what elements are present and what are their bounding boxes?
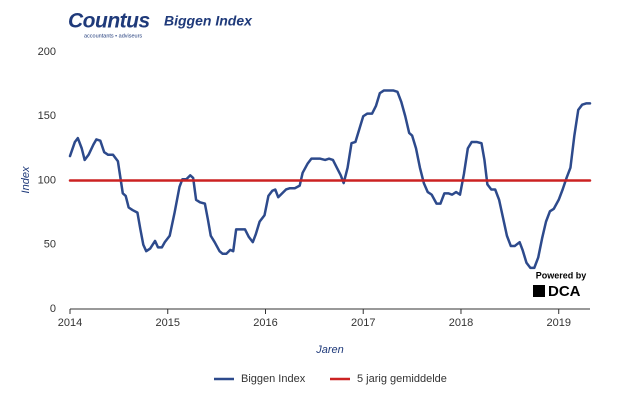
x-tick-label: 2016 [253,317,277,329]
chart-title: Biggen Index [164,13,253,29]
y-tick-label: 200 [38,46,56,58]
logo-tagline: accountants • adviseurs [84,33,142,39]
y-axis-label: Index [20,166,32,193]
series-line [68,89,592,270]
y-tick-label: 0 [50,303,56,315]
y-tick-label: 100 [38,174,56,186]
x-tick-label: 2018 [449,317,473,329]
y-tick-label: 150 [38,110,56,122]
logo: Countus [68,10,150,33]
badge-icon [533,285,545,297]
legend-label: 5 jarig gemiddelde [357,373,447,385]
x-tick-label: 2014 [58,317,82,329]
x-tick-label: 2019 [546,317,570,329]
x-axis-label: Jaren [315,344,344,356]
x-tick-label: 2015 [156,317,180,329]
badge-name: DCA [548,283,581,300]
legend-label: Biggen Index [241,373,306,385]
y-tick-label: 50 [44,239,56,251]
badge-caption: Powered by [536,270,587,280]
x-tick-label: 2017 [351,317,375,329]
